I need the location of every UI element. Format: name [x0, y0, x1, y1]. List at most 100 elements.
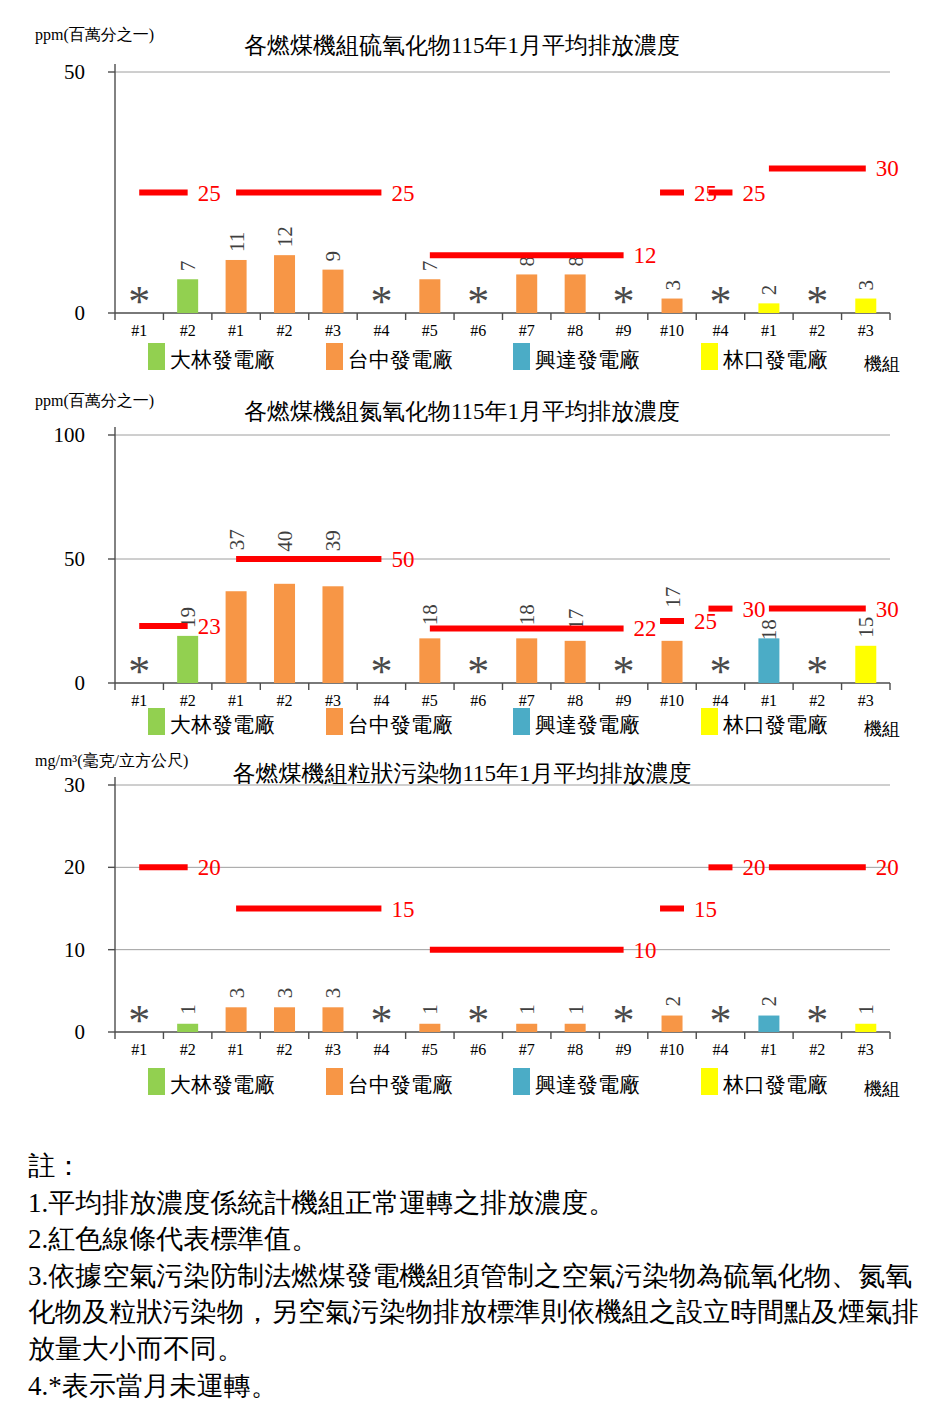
bar [565, 1024, 586, 1032]
bar-value-label: 3 [225, 988, 249, 999]
bar-value-label: 39 [321, 530, 345, 551]
legend-swatch [513, 1068, 530, 1095]
legend-swatch [148, 708, 165, 735]
y-axis-unit-label: mg/m³(毫克/立方公尺) [35, 752, 188, 770]
bar [419, 279, 440, 313]
x-tick-label: #2 [277, 322, 293, 339]
bar-value-label: 18 [757, 619, 781, 640]
bar [177, 636, 198, 683]
legend-label: 林口發電廠 [722, 1073, 828, 1097]
legend-swatch [326, 1068, 343, 1095]
standard-line-label: 15 [694, 897, 717, 922]
bar-value-label: 1 [564, 1004, 588, 1015]
chart-title: 各燃煤機組硫氧化物115年1月平均排放濃度 [244, 33, 680, 58]
bar [177, 1024, 198, 1032]
not-operating-marker: * [709, 277, 731, 326]
legend-swatch [701, 708, 718, 735]
nox-chart: ppm(百萬分之一)各燃煤機組氮氧化物115年1月平均排放濃度050100#1#… [0, 390, 930, 745]
not-operating-marker: * [806, 996, 828, 1045]
bar [226, 1007, 247, 1032]
not-operating-marker: * [806, 647, 828, 696]
x-tick-label: #3 [858, 1041, 874, 1058]
x-axis-title: 機組 [864, 354, 900, 374]
chart-title: 各燃煤機組氮氧化物115年1月平均排放濃度 [244, 399, 680, 424]
x-tick-label: #10 [660, 1041, 684, 1058]
bar [758, 303, 779, 313]
bar [855, 299, 876, 313]
legend-label: 大林發電廠 [170, 713, 275, 737]
legend-label: 興達發電廠 [535, 1073, 640, 1097]
not-operating-marker: * [128, 647, 150, 696]
standard-line-label: 22 [634, 616, 657, 641]
bar-value-label: 3 [321, 988, 345, 999]
bar-value-label: 37 [225, 529, 249, 550]
x-tick-label: #8 [567, 322, 583, 339]
bar-value-label: 18 [515, 604, 539, 625]
bar-value-label: 1 [418, 1004, 442, 1015]
legend-label: 台中發電廠 [348, 713, 453, 737]
x-tick-label: #5 [422, 322, 438, 339]
y-axis-unit-label: ppm(百萬分之一) [35, 26, 154, 44]
bar-value-label: 18 [418, 604, 442, 625]
standard-line-label: 25 [391, 181, 414, 206]
note-line: 1.平均排放濃度係統計機組正常運轉之排放濃度。 [28, 1185, 920, 1222]
standard-line-label: 20 [198, 855, 221, 880]
standard-line-label: 50 [391, 547, 414, 572]
legend-swatch [326, 343, 343, 370]
legend-label: 興達發電廠 [535, 348, 640, 372]
bar [855, 1024, 876, 1032]
bar-value-label: 2 [757, 285, 781, 296]
y-tick-label: 30 [64, 773, 85, 797]
bar [322, 270, 343, 313]
y-tick-label: 20 [64, 855, 85, 879]
particulate-chart: mg/m³(毫克/立方公尺)各燃煤機組粒狀污染物115年1月平均排放濃度0102… [0, 745, 930, 1120]
standard-line-label: 25 [198, 181, 221, 206]
legend-label: 台中發電廠 [348, 348, 453, 372]
x-tick-label: #7 [519, 1041, 535, 1058]
y-tick-label: 100 [54, 423, 86, 447]
x-tick-label: #7 [519, 322, 535, 339]
note-line: 4.*表示當月未運轉。 [28, 1368, 920, 1405]
x-tick-label: #1 [761, 1041, 777, 1058]
bar [419, 638, 440, 683]
bar-value-label: 3 [661, 280, 685, 291]
legend-swatch [148, 343, 165, 370]
x-tick-label: #2 [180, 322, 196, 339]
legend-label: 大林發電廠 [170, 1073, 275, 1097]
bar-value-label: 15 [854, 617, 878, 638]
bar [226, 591, 247, 683]
x-tick-label: #2 [180, 692, 196, 709]
legend-label: 台中發電廠 [348, 1073, 453, 1097]
y-tick-label: 0 [75, 671, 86, 695]
notes-section: 註：1.平均排放濃度係統計機組正常運轉之排放濃度。2.紅色線條代表標準值。3.依… [28, 1148, 920, 1404]
bar [662, 1016, 683, 1032]
x-tick-label: #3 [858, 692, 874, 709]
bar-value-label: 1 [854, 1004, 878, 1015]
not-operating-marker: * [613, 277, 635, 326]
bar [274, 1007, 295, 1032]
x-tick-label: #3 [858, 322, 874, 339]
x-tick-label: #3 [325, 692, 341, 709]
legend-swatch [513, 343, 530, 370]
bar [274, 584, 295, 683]
bar-value-label: 11 [225, 232, 249, 252]
x-tick-label: #1 [228, 692, 244, 709]
standard-line-label: 20 [742, 855, 765, 880]
y-tick-label: 50 [64, 60, 85, 84]
not-operating-marker: * [370, 647, 392, 696]
bar-value-label: 12 [273, 226, 297, 247]
not-operating-marker: * [613, 996, 635, 1045]
x-tick-label: #3 [325, 322, 341, 339]
x-tick-label: #7 [519, 692, 535, 709]
legend-label: 大林發電廠 [170, 348, 275, 372]
bar [322, 586, 343, 683]
not-operating-marker: * [613, 647, 635, 696]
report-page: ppm(百萬分之一) 各燃煤機組硫氧化物115年1月平均排放濃度 0 50 #1 #2 #1… [0, 0, 930, 1407]
bar-value-label: 7 [176, 261, 200, 272]
y-tick-label: 0 [75, 1020, 86, 1044]
bar-value-label: 40 [273, 531, 297, 552]
x-tick-label: #5 [422, 692, 438, 709]
x-tick-label: #1 [228, 1041, 244, 1058]
bar-value-label: 1 [515, 1004, 539, 1015]
bar [662, 641, 683, 683]
